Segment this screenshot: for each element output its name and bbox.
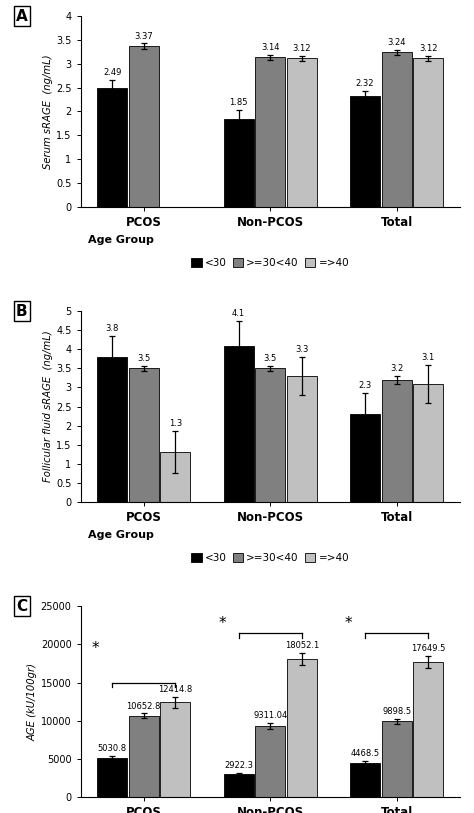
Text: 4.1: 4.1 (232, 309, 245, 318)
Text: A: A (16, 9, 27, 24)
Bar (287, 659, 317, 797)
Text: 3.1: 3.1 (421, 353, 435, 362)
Text: C: C (16, 598, 27, 614)
Text: 9311.04: 9311.04 (253, 711, 287, 720)
Bar (382, 380, 411, 502)
Bar (97, 759, 127, 797)
Text: 2.3: 2.3 (358, 381, 372, 390)
Text: 10652.8: 10652.8 (127, 702, 161, 711)
Bar (413, 384, 443, 502)
Text: *: * (92, 641, 100, 656)
Text: 4468.5: 4468.5 (350, 749, 380, 758)
Legend: <30, >=30<40, =>40: <30, >=30<40, =>40 (187, 549, 354, 567)
Bar (413, 59, 443, 207)
Bar (224, 775, 254, 797)
Text: 3.14: 3.14 (261, 43, 280, 52)
Text: 1.85: 1.85 (229, 98, 248, 107)
Text: 18052.1: 18052.1 (285, 641, 319, 650)
Text: 3.12: 3.12 (292, 44, 311, 53)
Text: *: * (345, 615, 352, 631)
Text: 3.5: 3.5 (264, 354, 277, 363)
Bar (129, 368, 159, 502)
Bar (287, 59, 317, 207)
Y-axis label: AGE (kU/100gr): AGE (kU/100gr) (28, 663, 38, 741)
Bar (382, 52, 411, 207)
Y-axis label: Serum sRAGE  (ng/mL): Serum sRAGE (ng/mL) (43, 54, 53, 169)
Bar (97, 88, 127, 207)
Text: 5030.8: 5030.8 (98, 745, 127, 754)
Text: 2922.3: 2922.3 (224, 761, 253, 770)
Text: 3.5: 3.5 (137, 354, 150, 363)
Bar (382, 721, 411, 797)
Bar (350, 763, 380, 797)
Bar (160, 702, 191, 797)
Bar (413, 663, 443, 797)
Text: 17649.5: 17649.5 (411, 645, 446, 654)
Bar (224, 346, 254, 502)
Text: 9898.5: 9898.5 (382, 707, 411, 716)
Bar (255, 726, 285, 797)
Text: *: * (219, 615, 226, 631)
Bar (287, 376, 317, 502)
Legend: <30, >=30<40, =>40: <30, >=30<40, =>40 (187, 254, 354, 272)
Bar (224, 119, 254, 207)
Bar (129, 46, 159, 207)
Bar (255, 57, 285, 207)
Text: 3.37: 3.37 (135, 32, 153, 41)
Text: 2.49: 2.49 (103, 67, 121, 76)
Bar (97, 357, 127, 502)
Text: 12414.8: 12414.8 (158, 685, 192, 694)
Bar (350, 414, 380, 502)
Bar (160, 452, 191, 502)
Text: B: B (16, 304, 27, 319)
Bar (255, 368, 285, 502)
Text: Age Group: Age Group (88, 235, 154, 245)
Text: 3.3: 3.3 (295, 346, 309, 354)
Bar (129, 715, 159, 797)
Text: 2.32: 2.32 (356, 79, 374, 88)
Text: Age Group: Age Group (88, 530, 154, 540)
Text: 3.24: 3.24 (387, 38, 406, 47)
Bar (350, 96, 380, 207)
Text: 1.3: 1.3 (169, 420, 182, 428)
Text: 3.12: 3.12 (419, 44, 438, 53)
Y-axis label: Follicular fluid sRAGE  (ng/mL): Follicular fluid sRAGE (ng/mL) (43, 331, 53, 482)
Text: 3.2: 3.2 (390, 364, 403, 373)
Text: 3.8: 3.8 (106, 324, 119, 333)
